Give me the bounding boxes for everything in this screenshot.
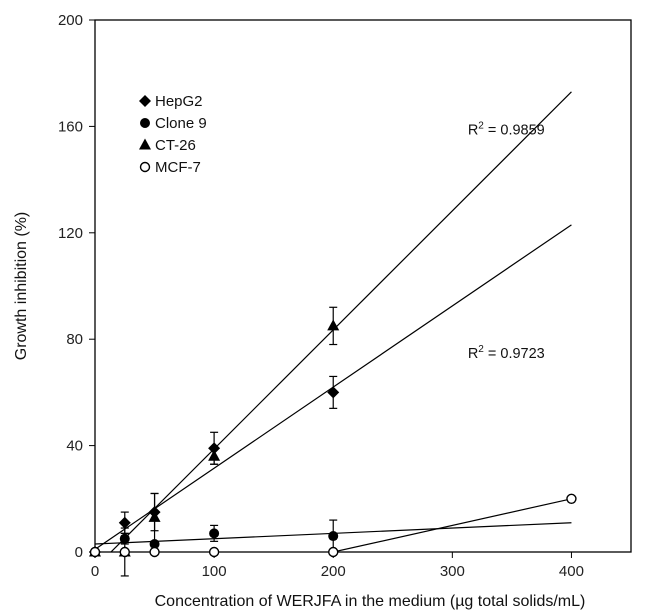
data-point-clone-9 [328,531,339,542]
data-point-hepg2 [208,442,221,455]
x-tick-label: 0 [91,563,99,580]
data-point-mcf-7 [89,546,101,558]
y-tick-label: 160 [58,118,83,135]
data-point-ct-26 [208,449,221,461]
data-point-ct-26 [148,510,161,522]
data-point-mcf-7 [149,546,160,558]
y-tick-label: 200 [58,12,83,29]
annotation-value: = 0.9859 [484,122,545,138]
data-point-clone-9 [209,528,220,539]
annotation-value: = 0.9723 [484,346,545,362]
axis-ticks: 0 100 200 300 400 0 40 80 120 160 200 [58,12,584,580]
legend-label-ct-26: CT-26 [155,137,196,154]
r-squared-annotation: R2 = 0.9723 [468,344,545,362]
data-points [89,319,577,558]
legend-marker-mcf-7 [139,161,151,173]
data-point-mcf-7 [208,546,220,558]
legend: HepG2 Clone 9 CT-26 MCF-7 [139,93,207,176]
legend-marker-ct-26 [139,138,151,150]
y-tick-label: 40 [66,438,83,455]
data-point-ct-26 [327,319,340,331]
fit-line-mcf-7 [333,498,572,552]
legend-label-mcf-7: MCF-7 [155,159,201,176]
data-point-hepg2 [118,516,131,529]
y-axis-title: Growth inhibition (%) [13,212,30,361]
legend-label-clone-9: Clone 9 [155,115,207,132]
x-tick-label: 300 [440,563,465,580]
y-tick-label: 120 [58,225,83,242]
r-squared-annotation: R2 = 0.9859 [468,120,545,138]
y-tick-label: 0 [75,544,83,561]
error-bars [120,306,338,577]
x-tick-label: 100 [202,563,227,580]
y-tick-label: 80 [66,331,83,348]
annotation-base: R [468,346,478,362]
legend-marker-clone-9 [140,118,150,128]
annotation-superscript: 2 [478,120,484,131]
data-point-clone-9 [149,539,160,550]
x-tick-label: 200 [321,563,346,580]
x-axis-title: Concentration of WERJFA in the medium (µ… [155,593,586,610]
plot-area [94,19,632,553]
x-tick-label: 400 [559,563,584,580]
legend-marker-hepg2 [139,95,151,107]
data-point-mcf-7 [119,546,130,558]
legend-label-hepg2: HepG2 [155,93,203,110]
data-point-clone-9 [119,533,130,544]
annotation-base: R [468,122,478,138]
data-point-hepg2 [327,386,340,399]
data-point-mcf-7 [328,546,339,558]
data-point-mcf-7 [566,493,577,504]
plot-border [94,19,632,553]
annotation-superscript: 2 [478,344,484,355]
